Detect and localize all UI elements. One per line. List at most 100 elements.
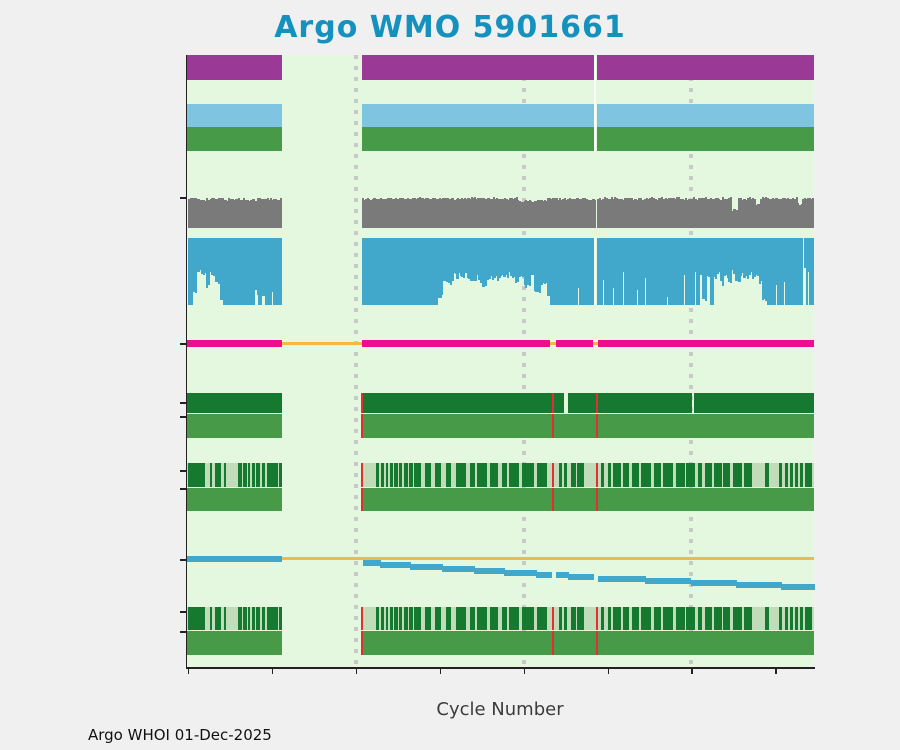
profile-depth-bar: [563, 238, 567, 305]
profile-depth-bar: [231, 238, 234, 305]
ctd-levels-bar: [649, 197, 652, 228]
ctd-levels-bar: [691, 198, 694, 228]
psal-adjustment-step: [667, 578, 670, 584]
ctd-levels-bar: [672, 197, 676, 228]
profile-depth-bar: [699, 238, 703, 275]
profile-depth-bar: [528, 238, 531, 287]
profile-depth-bar: [703, 238, 706, 300]
ctd-levels-bar: [580, 198, 583, 228]
ctd-levels-bar: [597, 198, 600, 228]
ctd-levels-bar: [268, 199, 271, 228]
profile-depth-bar: [550, 238, 553, 305]
psal-adjustment-step: [677, 578, 680, 584]
ctd-levels-bar: [573, 199, 577, 228]
psal-adjustment-step: [479, 568, 482, 574]
profile-depth-bar: [466, 238, 469, 278]
ctd-levels-bar: [223, 199, 226, 228]
psal-adjustment-step: [638, 576, 641, 582]
profile-depth-bar: [204, 238, 207, 274]
ctd-levels-bar: [617, 199, 620, 228]
profile-temp-qc-seg: [187, 463, 206, 487]
psal-adjustment-step: [463, 566, 467, 572]
profile-depth-bar: [239, 238, 243, 305]
profile-depth-bar: [526, 238, 530, 285]
profile-depth-bar: [572, 238, 575, 305]
profile-depth-bar: [688, 238, 691, 305]
ctd-levels-bar: [497, 199, 500, 228]
ctd-levels-bar: [197, 199, 201, 228]
psal-adjustment-step: [806, 584, 809, 590]
profile-depth-bar: [439, 238, 442, 299]
ctd-levels-bar: [666, 199, 669, 228]
ctd-levels-bar: [531, 201, 535, 228]
plot-area: [187, 55, 816, 667]
psal-adjustment-step: [482, 568, 485, 574]
ctd-levels-bar: [395, 197, 398, 228]
psal-adjustment-step: [401, 562, 405, 568]
profile-temp-qc-seg: [469, 463, 475, 487]
ctd-levels-bar: [657, 197, 661, 228]
ctd-levels-bar: [472, 198, 475, 228]
ctd-levels-bar: [246, 200, 249, 228]
profile-depth-bar: [201, 238, 204, 275]
position-qc-seg: [187, 127, 282, 151]
ctd-levels-bar: [557, 199, 560, 228]
psal-adjustment-step: [672, 578, 675, 584]
psal-adjustment-step: [678, 578, 682, 584]
ctd-levels-bar: [750, 198, 753, 228]
ctd-levels-bar: [733, 208, 736, 228]
profile-psal-qc-seg: [784, 607, 788, 630]
profile-depth-bar: [510, 238, 513, 276]
ctd-levels-bar: [209, 199, 212, 228]
profile-depth-bar: [726, 238, 729, 278]
profile-depth-bar: [758, 238, 761, 284]
profile-depth-bar: [681, 238, 684, 305]
psal-adjustment-step: [749, 582, 752, 588]
profile-depth-bar: [520, 238, 523, 276]
ctd-levels-bar: [366, 198, 369, 228]
profile-depth-bar: [805, 238, 808, 305]
ctd-levels-bar: [196, 199, 199, 228]
profile-depth-bar: [652, 238, 655, 305]
profile-psal-qc-seg: [456, 607, 467, 630]
profile-depth-bar: [261, 238, 264, 297]
event-line-red: [361, 488, 364, 511]
ctd-levels-bar: [512, 199, 515, 228]
profile-psal-qc-seg: [490, 607, 499, 630]
ctd-levels-bar: [405, 198, 408, 228]
x-tick: [355, 667, 358, 674]
ctd-levels-bar: [204, 200, 207, 228]
profile-depth-bar: [693, 238, 696, 305]
profile-depth-bar: [610, 238, 614, 305]
psal-adjustment-step: [568, 574, 571, 580]
profile-depth-bar: [428, 238, 431, 305]
ctd-levels-bar: [740, 198, 743, 228]
psal-adjustment-step: [564, 572, 567, 578]
profile-depth-bar: [464, 238, 467, 274]
profile-depth-bar: [667, 238, 671, 305]
profile-temp-qc-seg: [733, 463, 742, 487]
profile-temp-qc-seg: [375, 463, 380, 487]
ctd-levels-bar: [637, 197, 640, 228]
profile-psal-qc-seg: [390, 607, 393, 630]
profile-depth-bar: [627, 238, 630, 305]
profile-depth-bar: [388, 238, 391, 305]
ctd-levels-bar: [709, 197, 713, 228]
psal-adjustment-step: [380, 562, 383, 568]
profile-depth-bar: [413, 238, 416, 305]
psal-adjustment-step: [485, 568, 489, 574]
ctd-levels-bar: [239, 199, 243, 228]
psal-adjustment-step: [714, 580, 717, 586]
ctd-levels-bar: [783, 197, 786, 228]
psal-adjustment-step: [757, 582, 761, 588]
profile-depth-bar: [420, 238, 423, 305]
gap-line-white: [593, 55, 597, 151]
psal-adjustment-step: [563, 572, 566, 578]
ctd-levels-bar: [612, 199, 615, 228]
psal-adjustment-step: [487, 568, 490, 574]
profile-depth-bar: [506, 238, 509, 278]
profile-temp-qc-seg: [804, 463, 813, 487]
ctd-levels-bar: [440, 199, 443, 228]
ctd-levels-bar: [189, 198, 192, 228]
psal-adjustment-step: [571, 574, 574, 580]
